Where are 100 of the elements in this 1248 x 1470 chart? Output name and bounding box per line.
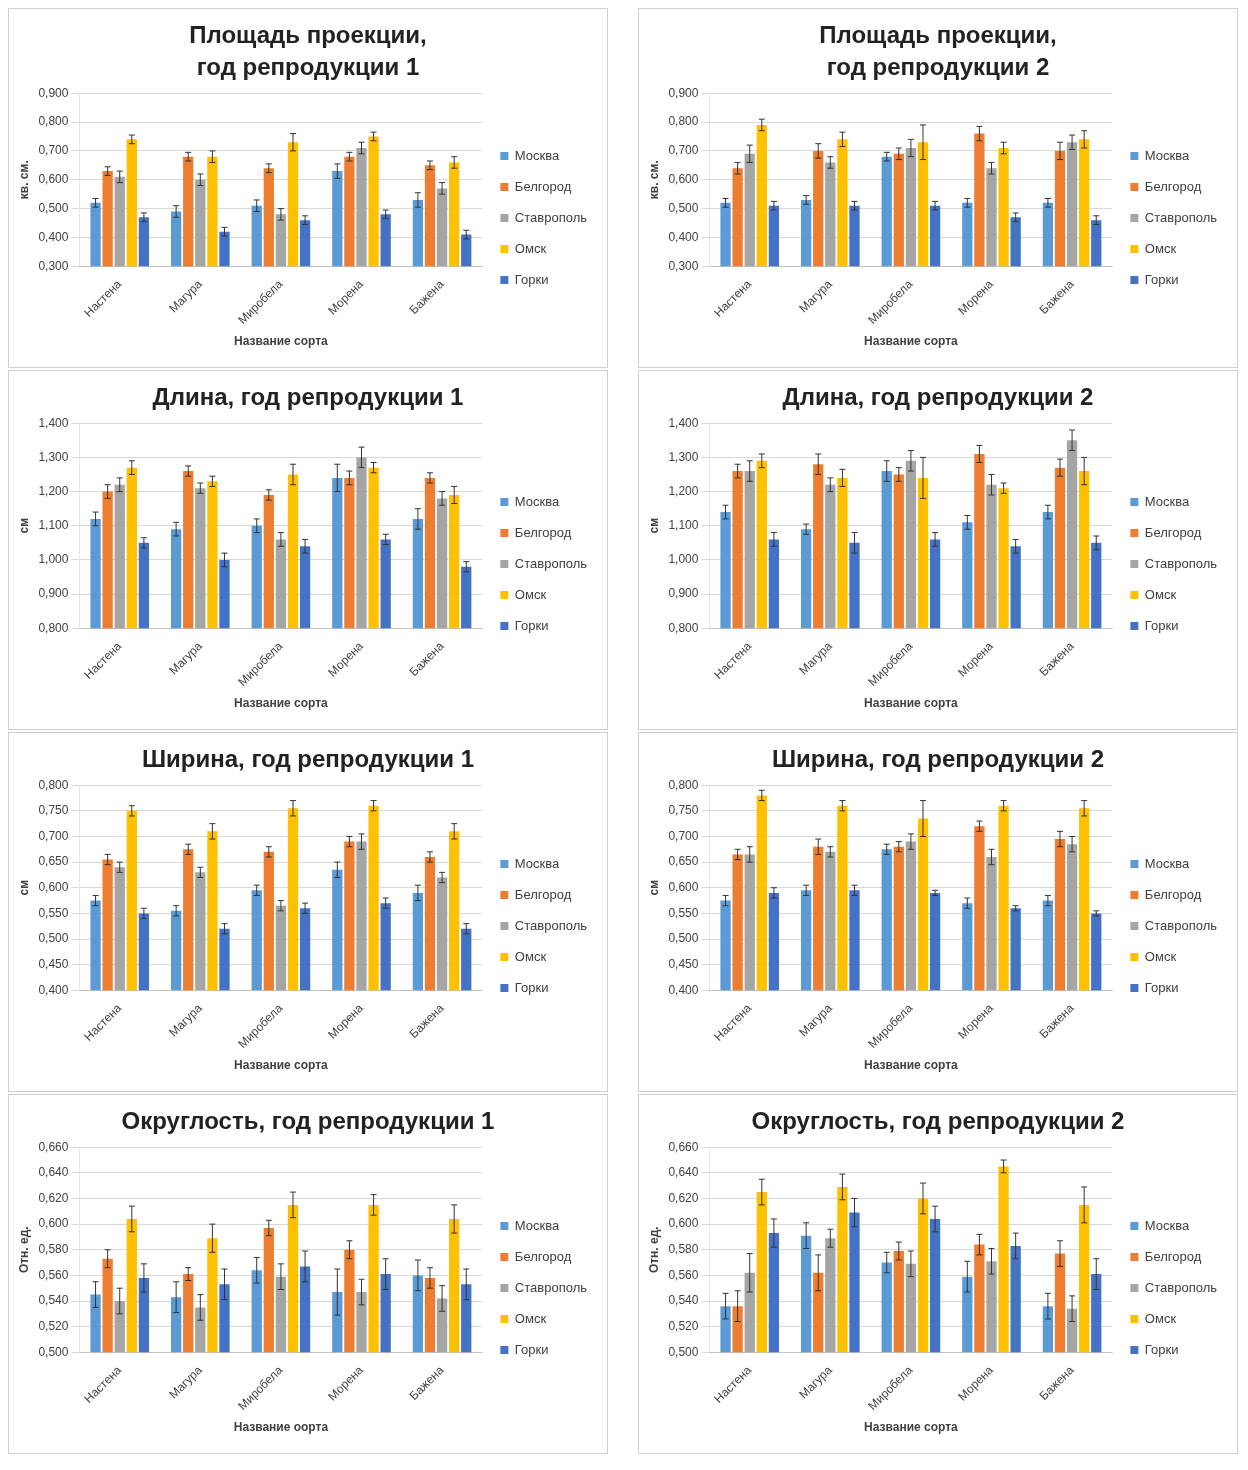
- y-tick-label: 0,500: [38, 200, 69, 215]
- y-axis-title: Отн. ед.: [646, 1226, 661, 1274]
- chart-title: Площадь проекции, год репродукции 2: [819, 20, 1057, 82]
- y-tick-label: 0,500: [668, 931, 699, 946]
- legend-label: Москва: [1144, 1217, 1191, 1233]
- chart-title: Округлость, год репродукции 2: [751, 1106, 1125, 1136]
- legend-label: Москва: [514, 1217, 561, 1233]
- y-tick-label: 0,750: [38, 803, 69, 818]
- y-tick-label: 0,450: [668, 956, 699, 971]
- y-tick-label: 0,300: [668, 258, 699, 273]
- x-axis-title: Название сорта: [864, 334, 959, 349]
- legend-label: Ставрополь: [1144, 555, 1218, 571]
- y-tick-label: 0,650: [38, 854, 69, 869]
- legend-label: Горки: [1144, 271, 1179, 287]
- y-tick-label: 0,700: [668, 143, 699, 158]
- y-tick-label: 0,540: [668, 1293, 699, 1308]
- y-tick-label: 0,900: [38, 586, 69, 601]
- legend-label: Москва: [1144, 493, 1191, 509]
- y-tick-label: 0,500: [668, 1344, 699, 1359]
- y-tick-label: 0,600: [38, 880, 69, 895]
- y-axis-title: см: [16, 517, 31, 534]
- y-tick-label: 0,520: [668, 1318, 699, 1333]
- y-tick-label: 1,100: [38, 518, 69, 533]
- legend-label: Москва: [514, 147, 561, 163]
- x-axis-title: Название сорта: [234, 696, 329, 711]
- y-tick-label: 0,400: [668, 982, 699, 997]
- y-tick-label: 0,800: [38, 114, 69, 129]
- legend-label: Горки: [514, 271, 549, 287]
- legend-label: Белгород: [514, 1248, 572, 1264]
- legend-label: Омск: [1144, 586, 1177, 602]
- legend-label: Омск: [514, 586, 547, 602]
- y-tick-label: 0,400: [38, 229, 69, 244]
- legend-label: Белгород: [1144, 524, 1202, 540]
- y-tick-label: 1,400: [668, 415, 699, 430]
- legend-label: Москва: [514, 855, 561, 871]
- y-tick-label: 1,000: [668, 552, 699, 567]
- legend-label: Белгород: [1144, 886, 1202, 902]
- chart-title: Ширина, год репродукции 1: [141, 744, 475, 774]
- y-tick-label: 0,620: [668, 1190, 699, 1205]
- y-axis-title: см: [646, 879, 661, 896]
- legend-label: Горки: [1144, 979, 1179, 995]
- legend-label: Ставрополь: [1144, 917, 1218, 933]
- x-axis-title: Название сорта: [234, 1058, 329, 1073]
- y-tick-label: 0,550: [668, 905, 699, 920]
- legend-label: Омск: [1144, 240, 1177, 256]
- y-tick-label: 1,200: [668, 483, 699, 498]
- y-tick-label: 0,750: [668, 803, 699, 818]
- y-tick-label: 0,650: [668, 854, 699, 869]
- y-tick-label: 1,300: [38, 449, 69, 464]
- y-tick-label: 0,520: [38, 1318, 69, 1333]
- chart-title: Округлость, год репродукции 1: [121, 1106, 495, 1136]
- y-tick-label: 0,500: [38, 931, 69, 946]
- legend-label: Ставрополь: [514, 917, 588, 933]
- y-tick-label: 1,200: [38, 483, 69, 498]
- y-tick-label: 1,000: [38, 552, 69, 567]
- legend-label: Москва: [1144, 147, 1191, 163]
- y-tick-label: 1,400: [38, 415, 69, 430]
- y-tick-label: 0,560: [668, 1267, 699, 1282]
- y-tick-label: 0,800: [668, 114, 699, 129]
- y-axis-title: кв. см.: [646, 160, 661, 200]
- legend-label: Белгород: [1144, 1248, 1202, 1264]
- y-tick-label: 0,450: [38, 956, 69, 971]
- legend-label: Москва: [514, 493, 561, 509]
- y-tick-label: 1,300: [668, 449, 699, 464]
- legend-label: Горки: [1144, 1341, 1179, 1357]
- legend-label: Ставрополь: [514, 209, 588, 225]
- y-tick-label: 0,500: [668, 200, 699, 215]
- y-tick-label: 0,600: [38, 172, 69, 187]
- y-tick-label: 0,550: [38, 905, 69, 920]
- chart-title: Площадь проекции, год репродукции 1: [189, 20, 427, 82]
- y-axis-title: кв. см.: [16, 160, 31, 200]
- y-tick-label: 0,640: [38, 1165, 69, 1180]
- y-tick-label: 0,700: [38, 143, 69, 158]
- y-tick-label: 0,600: [668, 172, 699, 187]
- y-tick-label: 0,540: [38, 1293, 69, 1308]
- y-tick-label: 0,660: [668, 1139, 699, 1154]
- y-tick-label: 0,580: [38, 1242, 69, 1257]
- y-tick-label: 0,560: [38, 1267, 69, 1282]
- chart-title: Ширина, год репродукции 2: [771, 744, 1105, 774]
- y-tick-label: 0,400: [668, 229, 699, 244]
- y-tick-label: 0,600: [668, 880, 699, 895]
- y-tick-label: 0,620: [38, 1190, 69, 1205]
- legend-label: Белгород: [1144, 178, 1202, 194]
- y-tick-label: 0,400: [38, 982, 69, 997]
- x-axis-title: Название сорта: [864, 1058, 959, 1073]
- legend-label: Ставрополь: [514, 1279, 588, 1295]
- legend-label: Белгород: [514, 886, 572, 902]
- legend-label: Горки: [514, 617, 549, 633]
- y-tick-label: 0,700: [668, 828, 699, 843]
- y-tick-label: 0,580: [668, 1242, 699, 1257]
- y-tick-label: 0,660: [38, 1139, 69, 1154]
- y-axis-title: см: [16, 879, 31, 896]
- legend-label: Москва: [1144, 855, 1191, 871]
- y-axis-title: Отн. ед.: [16, 1226, 31, 1274]
- y-tick-label: 0,800: [668, 777, 699, 792]
- x-axis-title: Название сорта: [864, 1420, 959, 1435]
- legend-label: Омск: [514, 1310, 547, 1326]
- legend-label: Омск: [1144, 1310, 1177, 1326]
- x-axis-title: Название оорта: [233, 1420, 329, 1435]
- y-axis-title: см: [646, 517, 661, 534]
